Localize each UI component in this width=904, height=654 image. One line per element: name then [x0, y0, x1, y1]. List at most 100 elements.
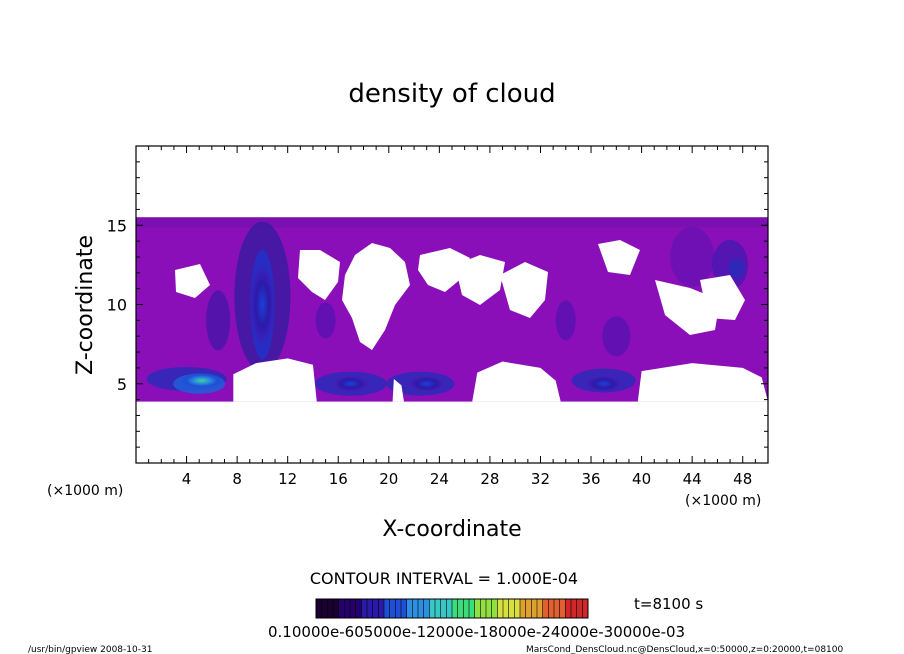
colorbar-segment	[367, 599, 374, 618]
colorbar-segment	[576, 599, 583, 618]
colorbar-labels: 0.10000e-605000e-12000e-18000e-24000e-30…	[268, 623, 685, 641]
density-contour	[728, 258, 745, 279]
clear-air-region	[233, 358, 317, 402]
clear-air-region	[598, 240, 640, 275]
y-axis-label: Z-coordinate	[73, 235, 98, 375]
colorbar-segment	[571, 599, 578, 618]
colorbar-segment	[463, 599, 470, 618]
colorbar-segment	[582, 599, 589, 618]
colorbar-segment	[469, 599, 476, 618]
colorbar-segment	[333, 599, 340, 618]
colorbar-segment	[384, 599, 391, 618]
x-tick-label: 36	[581, 470, 600, 488]
footer-right: MarsCond_DensCloud.nc@DensCloud,x=0:5000…	[526, 645, 843, 654]
colorbar-segment	[531, 599, 538, 618]
x-tick-label: 12	[278, 470, 297, 488]
contour-interval: CONTOUR INTERVAL = 1.000E-04	[310, 569, 578, 588]
colorbar-segment	[321, 599, 328, 618]
density-contour	[555, 300, 576, 341]
colorbar-segment	[446, 599, 453, 618]
x-tick-label: 4	[182, 470, 192, 488]
colorbar-segment	[491, 599, 498, 618]
colorbar-segment	[418, 599, 425, 618]
colorbar-segment	[429, 599, 436, 618]
colorbar-segment	[452, 599, 459, 618]
clear-air-region	[637, 363, 768, 402]
density-contour	[602, 316, 631, 357]
x-tick-label: 16	[329, 470, 348, 488]
x-tick-label: 28	[480, 470, 499, 488]
colorbar-segment	[537, 599, 544, 618]
y-tick-label: 5	[117, 375, 127, 394]
x-tick-label: 24	[430, 470, 449, 488]
density-contour	[315, 302, 336, 339]
clear-air-region	[298, 250, 340, 300]
colorbar-segment	[486, 599, 493, 618]
x-tick-label: 20	[379, 470, 398, 488]
colorbar-segment	[565, 599, 572, 618]
colorbar-segment	[440, 599, 447, 618]
colorbar-segment	[542, 599, 549, 618]
y-tick-label: 15	[107, 216, 127, 235]
density-contour	[670, 226, 715, 287]
density-contour	[206, 290, 231, 351]
x-unit-right: (×1000 m)	[685, 493, 761, 509]
colorbar-segment	[474, 599, 481, 618]
x-axis-label: X-coordinate	[382, 517, 521, 542]
colorbar-segment	[389, 599, 396, 618]
cloud-top-band	[136, 217, 768, 228]
colorbar-segment	[327, 599, 334, 618]
colorbar-segment	[395, 599, 402, 618]
max-density-hotspot	[179, 372, 224, 389]
clear-air-region	[418, 248, 470, 292]
colorbar-segment	[508, 599, 515, 618]
x-tick-label: 32	[531, 470, 550, 488]
colorbar-segment	[520, 599, 527, 618]
colorbar-segment	[457, 599, 464, 618]
colorbar-segment	[372, 599, 379, 618]
density-hotspot	[585, 375, 622, 392]
colorbar-segment	[559, 599, 566, 618]
density-hotspot	[332, 375, 369, 392]
x-unit-left: (×1000 m)	[47, 483, 123, 499]
colorbar-segment	[344, 599, 351, 618]
colorbar-segment	[548, 599, 555, 618]
colorbar-segment	[497, 599, 504, 618]
clear-air-region	[500, 262, 548, 318]
colorbar-segment	[525, 599, 532, 618]
colorbar-segment	[480, 599, 487, 618]
clear-air-region	[472, 361, 561, 402]
y-axis-ticks: 5 10 15	[107, 161, 768, 448]
colorbar-segment	[514, 599, 521, 618]
clear-air-region	[342, 243, 410, 350]
colorbar-segment	[361, 599, 368, 618]
colorbar-segment	[554, 599, 561, 618]
colorbar-segment	[316, 599, 323, 618]
colorbar-segment	[503, 599, 510, 618]
clear-air-region	[455, 255, 505, 305]
colorbar-segment	[338, 599, 345, 618]
colorbar-segment	[355, 599, 362, 618]
colorbar-segment	[435, 599, 442, 618]
high-density-column	[250, 264, 275, 345]
cloud-field	[136, 217, 768, 402]
clear-air-region	[175, 264, 210, 298]
y-tick-label: 10	[107, 296, 127, 315]
x-tick-label: 48	[733, 470, 752, 488]
clear-air-region	[700, 275, 745, 320]
colorbar-frame	[315, 598, 589, 619]
chart-title: density of cloud	[348, 79, 555, 109]
colorbar-segment	[350, 599, 357, 618]
density-hotspot	[408, 375, 445, 392]
x-tick-label: 44	[683, 470, 702, 488]
clear-air-region	[392, 378, 404, 402]
colorbar-segment	[412, 599, 419, 618]
colorbar	[316, 599, 589, 618]
footer-left: /usr/bin/gpview 2008-10-31	[28, 645, 152, 654]
colorbar-segment	[378, 599, 385, 618]
x-axis-ticks: 4 8 12 16 20 24 28 32 36 40 44 48	[148, 146, 756, 488]
x-tick-label: 40	[632, 470, 651, 488]
colorbar-segment	[401, 599, 408, 618]
colorbar-segment	[406, 599, 413, 618]
